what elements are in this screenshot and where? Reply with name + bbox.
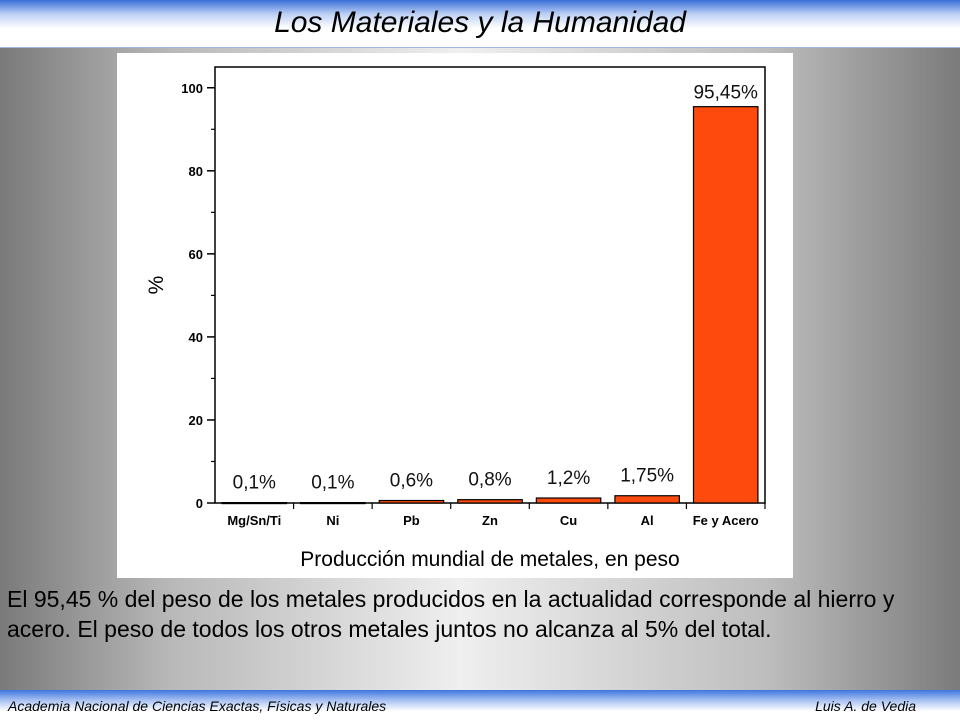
bar-4 [535,497,602,504]
bar-1 [300,501,366,505]
bar-6 [692,106,759,504]
bar-2 [378,499,445,504]
data-label: 1,75% [620,466,674,487]
plot-frame [214,66,766,504]
data-label: 0,1% [311,473,354,494]
slide-title: Los Materiales y la Humanidad [274,6,686,39]
category-label: Ni [326,513,339,528]
y-axis-title: % [145,276,168,295]
data-label: 0,1% [233,473,276,494]
y-tick-label: 40 [189,330,203,345]
y-tick-label: 60 [189,247,203,262]
slide-caption: El 95,45 % del peso de los metales produ… [7,586,895,642]
bar-3 [457,499,523,504]
category-label: Mg/Sn/Ti [227,513,281,528]
data-label: 0,8% [468,470,511,491]
category-label: Pb [403,513,420,528]
footer-institution: Academia Nacional de Ciencias Exactas, F… [8,698,387,714]
y-tick-label: 20 [189,413,203,428]
footer-author: Luis A. de Vedia [815,698,916,714]
bar-5 [614,495,680,504]
data-label: 0,6% [390,471,433,492]
data-label: 1,2% [547,468,590,489]
y-tick-label: 0 [196,496,203,511]
category-label: Zn [482,513,498,528]
data-label: 95,45% [693,83,758,104]
y-tick-label: 80 [189,164,203,179]
footer-bar: Academia Nacional de Ciencias Exactas, F… [0,690,960,720]
category-label: Fe y Acero [693,513,759,528]
y-tick-label: 100 [181,81,203,96]
x-axis-title: Producción mundial de metales, en peso [300,548,679,571]
bar-0 [221,501,288,505]
bar-chart: 0 20 40 60 80 100 Mg/Sn/Ti 0,1% Ni 0,1% Pb 0,6% Zn 0,… [145,66,766,571]
category-label: Cu [560,513,577,528]
chart-panel: 0 20 40 60 80 100 Mg/Sn/Ti 0,1% Ni 0,1% Pb 0,6% Zn 0,… [117,53,793,578]
title-bar: Los Materiales y la Humanidad [0,0,960,48]
category-label: Al [641,513,654,528]
